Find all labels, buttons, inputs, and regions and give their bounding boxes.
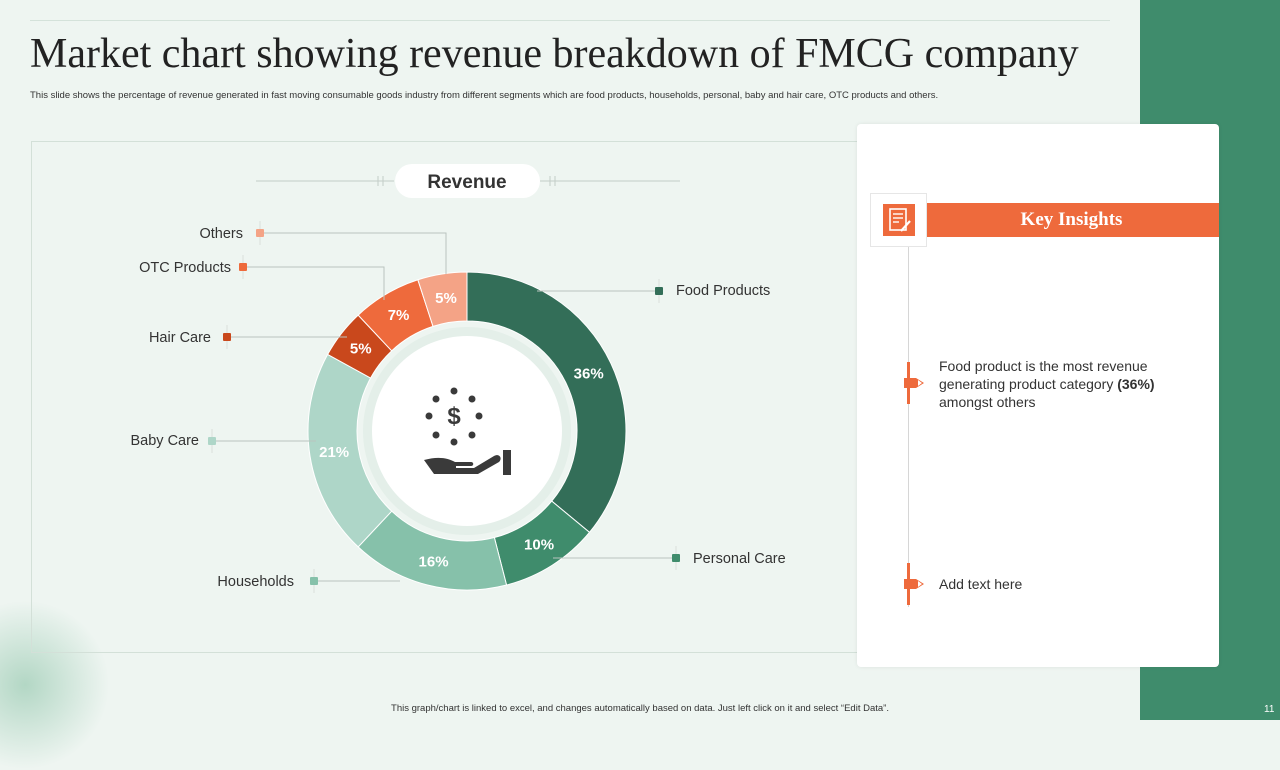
slice-others[interactable] bbox=[417, 271, 468, 328]
slide-title: Market chart showing revenue breakdown o… bbox=[30, 31, 1079, 77]
legend-marker-otc-products bbox=[239, 263, 247, 271]
insight-text-2[interactable]: Add text here bbox=[939, 576, 1023, 592]
legend-marker-food-products bbox=[655, 287, 663, 295]
donut-slices: 36% 10% 16% 21% 5% 7% 5% bbox=[307, 271, 627, 591]
category-label-personal-care: Personal Care bbox=[693, 551, 786, 567]
legend-marker-hair-care bbox=[223, 333, 231, 341]
legend-marker-personal-care bbox=[672, 554, 680, 562]
chart-title-pill bbox=[395, 164, 540, 198]
arrow-right-icon bbox=[904, 579, 924, 589]
insight-text-1: Food product is the most revenue generat… bbox=[939, 357, 1179, 411]
insights-heading: Key Insights bbox=[924, 203, 1219, 237]
category-label-others: Others bbox=[199, 226, 243, 242]
leader-line-others bbox=[260, 232, 447, 274]
legend-marker-baby-care bbox=[208, 437, 216, 445]
data-label-food-products: 36% bbox=[574, 366, 604, 383]
callouts: Food Products Personal Care Households Baby… bbox=[130, 221, 786, 593]
donut-center bbox=[372, 336, 562, 526]
leader-line-otc-products bbox=[243, 266, 385, 300]
chart-title: Revenue bbox=[427, 172, 506, 193]
slide-subtitle: This slide shows the percentage of reven… bbox=[30, 90, 939, 101]
data-label-others: 5% bbox=[435, 290, 457, 307]
category-label-food-products: Food Products bbox=[676, 283, 770, 299]
category-label-hair-care: Hair Care bbox=[149, 330, 211, 346]
data-label-hair-care: 5% bbox=[350, 341, 372, 358]
footer-note: This graph/chart is linked to excel, and… bbox=[391, 703, 889, 714]
slice-food-products[interactable] bbox=[466, 271, 627, 534]
legend-marker-others bbox=[256, 229, 264, 237]
insight-1-emphasis: (36%) bbox=[1117, 376, 1155, 392]
top-divider bbox=[30, 20, 1110, 21]
category-label-baby-care: Baby Care bbox=[130, 433, 199, 449]
insight-1-text-a: Food product is the most revenue generat… bbox=[939, 358, 1148, 392]
legend-marker-households bbox=[310, 577, 318, 585]
insights-icon-box bbox=[870, 193, 927, 247]
insights-timeline bbox=[908, 247, 909, 607]
insight-1-text-b: amongst others bbox=[939, 394, 1036, 410]
category-label-otc-products: OTC Products bbox=[139, 260, 231, 276]
svg-text:$: $ bbox=[447, 403, 461, 430]
document-edit-icon bbox=[882, 204, 915, 236]
page-number: 11 bbox=[1264, 704, 1275, 715]
data-label-otc-products: 7% bbox=[388, 307, 410, 324]
donut-chart[interactable]: Revenue 36% 10% 16% 21% 5% 7% 5% Food Products… bbox=[0, 0, 1140, 700]
arrow-right-icon bbox=[904, 378, 924, 388]
data-label-baby-care: 21% bbox=[319, 444, 349, 461]
data-label-personal-care: 10% bbox=[524, 537, 554, 554]
data-label-households: 16% bbox=[419, 553, 449, 570]
category-label-households: Households bbox=[217, 574, 294, 590]
money-hand-icon: $ bbox=[424, 387, 511, 475]
